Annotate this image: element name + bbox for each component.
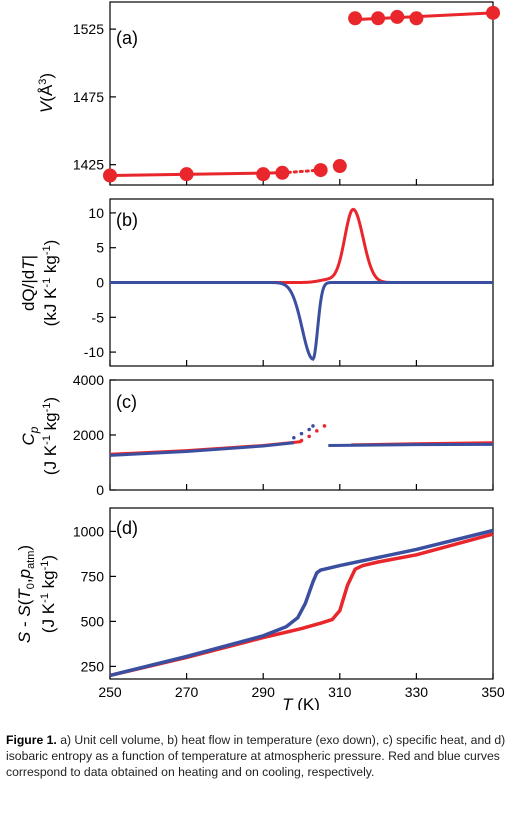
panel-a-ylabel: V(Å3) (37, 73, 56, 113)
cp-heating-dotted-point (307, 434, 311, 439)
volume-point (313, 163, 328, 178)
panel-a-ytick-label: 1525 (73, 21, 104, 37)
panel-a: (a) 1425 1475 1525 V(Å3) (37, 1, 500, 186)
panel-b-ylabel-line1: dQ/|dT| (19, 255, 38, 311)
panel-b-ylabel-line2: (kJ K-1 kg-1) (41, 240, 60, 327)
panel-d-ytick-label: 1000 (73, 523, 104, 539)
caption-text: a) Unit cell volume, b) heat flow in tem… (6, 733, 506, 779)
panel-c-label: (c) (116, 392, 137, 412)
volume-point (256, 167, 271, 182)
panel-b-ytick-label: -10 (84, 344, 104, 360)
panel-c: (c) 0 2000 4000 Cp (J K-1 kg-1) (19, 372, 494, 498)
panel-d-yticks: 250 500 750 1000 (73, 523, 116, 674)
panel-d-ytick-label: 750 (81, 568, 105, 584)
panel-d-xtick-label: 310 (328, 684, 352, 700)
panel-d-ylabel-line2: (J K-1 kg-1) (39, 555, 58, 633)
panel-b-ytick-label: 0 (96, 275, 104, 291)
panel-b-ytick-label: 10 (88, 205, 104, 221)
panel-b-series (110, 207, 493, 361)
panel-d-series (109, 528, 494, 678)
volume-point (332, 159, 347, 174)
panel-d-ytick-label: 500 (81, 613, 105, 629)
volume-point (486, 5, 500, 20)
panel-b-ytick-label: -5 (92, 309, 105, 325)
panel-c-yticks: 0 2000 4000 (73, 372, 116, 498)
volume-point (371, 11, 386, 26)
panel-d-xtick-label: 250 (98, 684, 122, 700)
volume-point (103, 168, 117, 183)
heatflow-cooling-curve (110, 281, 493, 361)
panel-a-xticks (109, 179, 494, 185)
volume-point (179, 167, 194, 182)
panel-a-frame (109, 1, 494, 186)
panel-d-xtick-label: 330 (405, 684, 429, 700)
cp-cooling-dotted-point (307, 427, 311, 432)
cp-cooling-low-branch (109, 441, 295, 457)
panel-a-ytick-label: 1475 (73, 89, 104, 105)
panel-d-xtick-label: 350 (481, 684, 505, 700)
panel-d-frame (109, 507, 494, 680)
panel-a-ytick-label: 1425 (73, 157, 104, 173)
cp-cooling-dotted-point (292, 435, 296, 440)
figure: (a) 1425 1475 1525 V(Å3) (b) 10 5 0 -5 -10 dQ/… (15, 1, 505, 710)
panel-a-yticks: 1425 1475 1525 (73, 21, 116, 173)
panel-c-series (109, 424, 494, 457)
panel-d-label: (d) (116, 518, 138, 538)
cp-heating-dotted-point (299, 438, 304, 443)
panel-b: (b) 10 5 0 -5 -10 dQ/|dT| (kJ K-1 kg-1) (19, 198, 494, 367)
cp-heating-dotted-point (322, 424, 327, 428)
panel-d-xtick-label: 270 (175, 684, 199, 700)
volume-point (409, 11, 424, 26)
panel-d-xlabel: T (K) (282, 695, 320, 710)
cp-cooling-high-branch (328, 442, 494, 447)
panel-d-ytick-label: 250 (81, 658, 105, 674)
panel-b-xticks (109, 360, 494, 366)
panel-d-xticks: 250 270 290 310 330 350 (98, 673, 505, 700)
panel-c-ytick-label: 4000 (73, 372, 104, 388)
volume-point (348, 11, 363, 26)
panel-d-xtick-label: 290 (252, 684, 276, 700)
panel-b-label: (b) (116, 210, 138, 230)
panel-c-ylabel-line1: Cp (19, 426, 41, 445)
panel-d: (d) 250 500 750 1000 250 270 290 310 330 350 S -… (15, 507, 505, 710)
panel-c-ytick-label: 2000 (73, 427, 104, 443)
heatflow-heating-curve (110, 207, 493, 284)
volume-point (390, 9, 405, 24)
volume-point (275, 165, 290, 180)
panel-b-ytick-label: 5 (96, 240, 104, 256)
panel-c-xticks (109, 484, 494, 490)
panel-d-ylabel-line1: S - S(T0,patm) (15, 545, 37, 643)
cp-cooling-dotted-point (311, 424, 315, 428)
caption-lead: Figure 1. (6, 733, 57, 747)
panel-c-ytick-label: 0 (96, 482, 104, 498)
figure-caption: Figure 1. a) Unit cell volume, b) heat f… (6, 732, 512, 780)
panel-a-label: (a) (116, 28, 138, 48)
entropy-heating-curve (109, 532, 494, 678)
cp-cooling-dotted-point (299, 431, 304, 436)
entropy-cooling-curve (109, 528, 494, 678)
panel-a-series (103, 5, 500, 183)
volume-line-segment (108, 171, 284, 178)
panel-c-ylabel-line2: (J K-1 kg-1) (41, 397, 60, 475)
cp-heating-dotted-point (315, 429, 319, 433)
